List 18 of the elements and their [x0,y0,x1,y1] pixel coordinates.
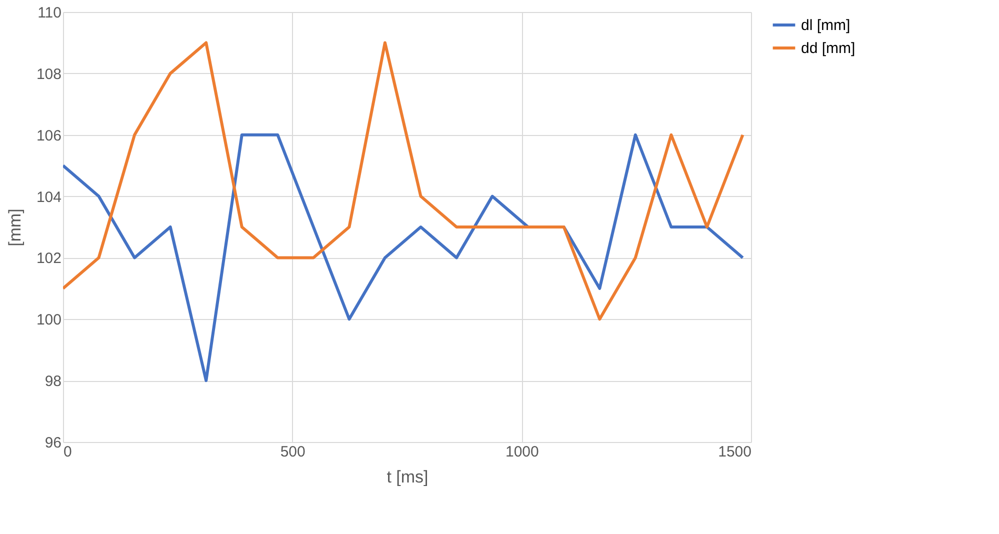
x-tick-label: 1000 [505,444,539,460]
y-tick-label: 102 [36,250,62,268]
y-axis-title: [mm] [5,208,24,246]
y-tick-label: 110 [38,4,62,22]
line-series [63,41,744,321]
y-tick-label: 100 [36,312,62,329]
x-tick-label: 500 [280,444,306,460]
x-tick-label: 1500 [718,444,752,460]
x-axis-title: t [ms] [386,468,428,486]
y-tick-label: 106 [36,127,62,144]
y-tick-label: 104 [36,188,62,206]
legend-label: dl [mm] [801,17,850,34]
x-tick-label: 0 [64,444,72,460]
y-tick-label: 96 [44,434,62,452]
legend-label: dd [mm] [801,40,856,57]
line-series [63,133,744,382]
y-tick-label: 108 [36,66,62,83]
y-tick-label: 98 [44,373,62,390]
